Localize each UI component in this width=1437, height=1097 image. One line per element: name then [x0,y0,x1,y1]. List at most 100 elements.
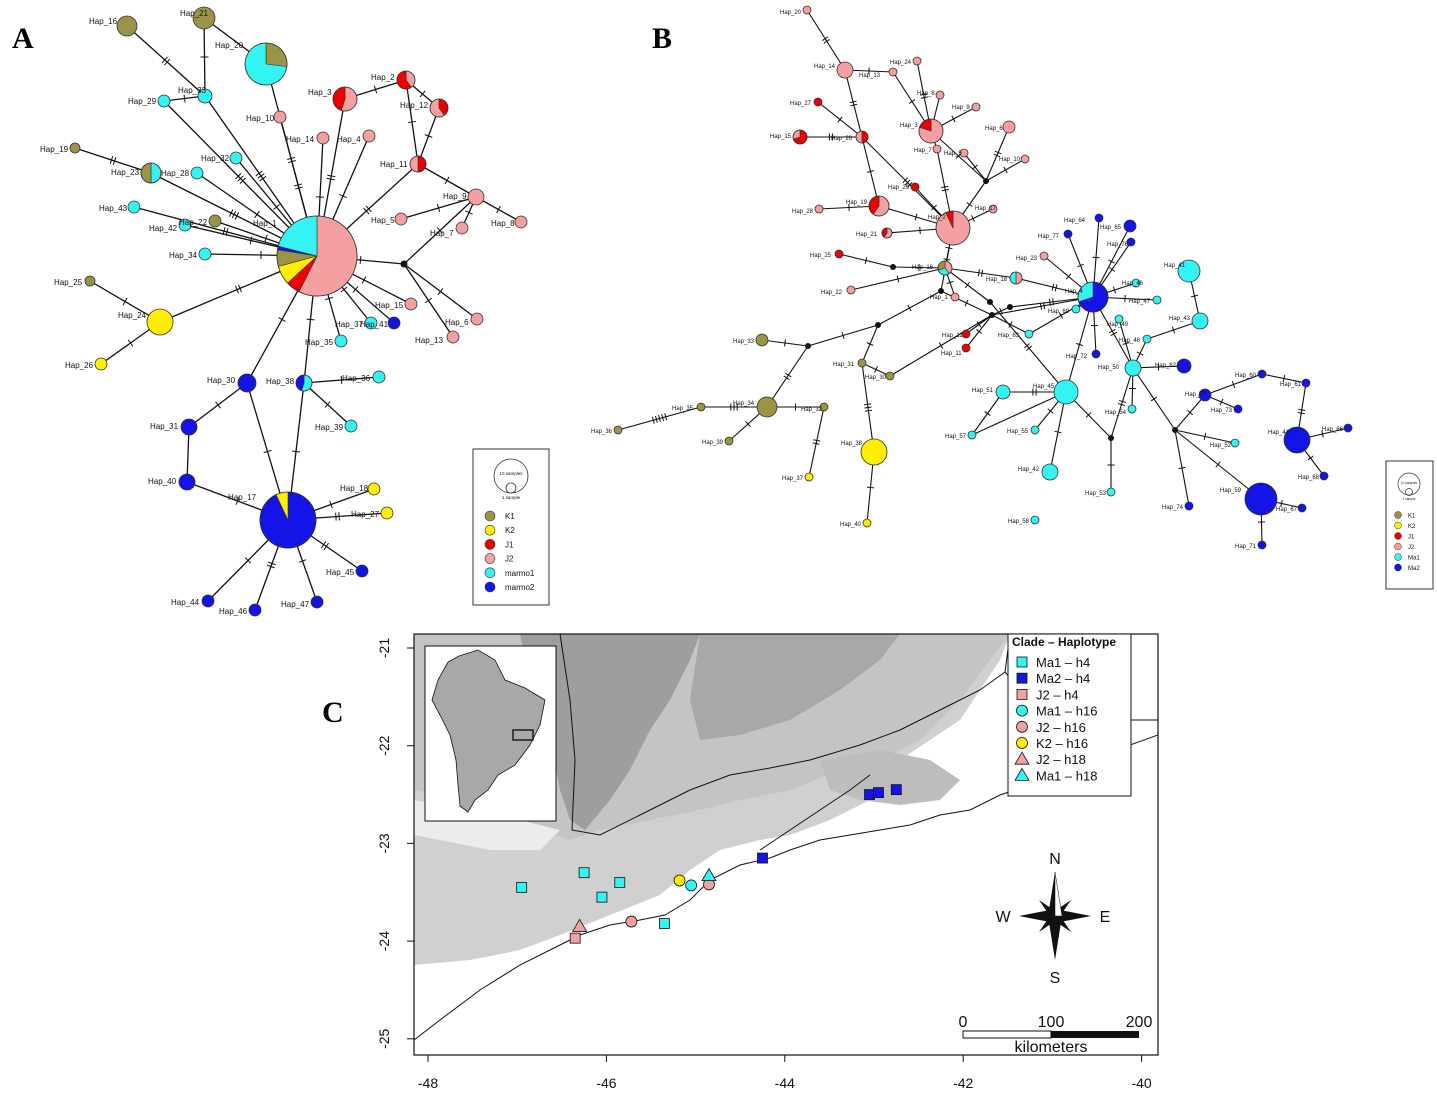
haplotype-node [804,472,814,482]
haplotype-node [409,155,427,173]
pie-outline [868,195,890,217]
mutation-tick [1058,312,1064,319]
pie-slice [1152,295,1162,305]
pie-slice [146,308,174,336]
scale-bar-white [962,1030,1052,1039]
haplotype-label: Hap_71 [1235,544,1257,550]
mutation-tick [841,332,845,339]
network-edge [971,391,1067,436]
haplotype-node [190,166,204,180]
pie-slice [178,218,192,232]
pie-slice [180,418,198,436]
pie-slice [197,88,213,104]
haplotype-label: Hap_1 [253,219,277,228]
haplotype-network-b: Hap_20 Hap_14 Hap_13 Hap_24 Hap_27 Hap_15 Hap_… [591,5,1353,550]
mutation-tick [1085,412,1092,418]
relief-peak-1 [520,634,700,830]
mutation-tick [1297,412,1305,415]
mutation-tick [1171,326,1176,334]
haplotype-node [1039,251,1049,261]
pie-slice [932,144,942,154]
haplotype-node [1244,482,1278,516]
relief-serra-mar [820,750,960,805]
mutation-tick [1321,430,1324,438]
map-legend-label: J2 – h4 [1036,687,1079,702]
haplotype-node [178,473,196,491]
mutation-tick [1219,398,1224,406]
haplotype-node [1024,329,1034,339]
haplotype-node [1124,359,1142,377]
mutation-tick [294,183,303,187]
legend-swatch [484,510,496,522]
network-edge [74,147,152,174]
mutation-tick [1298,408,1306,411]
haplotype-label: Hap_64 [1064,218,1086,224]
map-marker-square [614,877,626,888]
haplotype-node [229,151,243,165]
scale-bar-unit: kilometers [1015,1039,1088,1056]
pie-slice [1002,120,1016,134]
haplotype-node [885,371,895,381]
pie-slice [961,329,971,339]
haplotype-label: Hap_11 [941,351,962,357]
haplotype-node [814,204,824,214]
mutation-tick [906,181,913,188]
mutation-tick [864,403,872,406]
pie-slice [1030,515,1040,525]
haplotype-label: Hap_24 [890,60,912,66]
haplotype-label: Hap_36 [342,374,371,383]
mutation-tick [964,299,969,307]
mutation-tick [329,500,333,509]
pie-slice [201,594,215,608]
mutation-tick [237,175,244,182]
haplotype-label: Hap_20 [215,41,244,50]
haplotype-node [178,218,192,232]
mutation-tick [654,415,658,423]
map-marker-triangle [701,867,717,882]
haplotype-label: Hap_12 [400,101,429,110]
haplotype-node [1126,237,1136,247]
haplotype-label: Hap_38 [841,441,863,447]
haplotype-label: Hap_6 [445,318,469,327]
network-edge [844,69,863,138]
pie-slice [198,247,212,261]
mutation-tick [1108,259,1115,264]
pie-outline [937,260,953,276]
pie-slice [417,155,427,173]
haplotype-label: Hap_74 [1162,505,1184,511]
median-vector-node [983,178,989,184]
mutation-tick [496,205,501,214]
haplotype-label: Hap_23 [111,168,140,177]
haplotype-label: Hap_58 [1008,519,1030,525]
haplotype-node [1257,369,1267,379]
haplotype-label: Hap_46 [219,607,248,616]
haplotype-node [344,419,358,433]
pie-slice [814,204,824,214]
map-marker-square [569,932,581,944]
haplotype-label: Hap_10 [999,157,1021,163]
haplotype-label: Hap_19 [40,145,69,154]
mutation-tick [254,210,260,219]
haplotype-node [834,249,844,259]
mutation-tick [183,94,186,103]
haplotype-label: Hap_26 [65,361,94,370]
scale-bar-100: 100 [1038,1014,1065,1031]
legend-symbol-circle [1016,720,1028,733]
size-scale-small-label: 1 sample [1403,497,1416,501]
mutation-tick [267,564,275,569]
pie-slice [862,518,872,528]
legend-label: J1 [505,540,514,549]
haplotype-label: Hap_11 [380,160,408,169]
pie-slice [514,215,528,229]
haplotype-node [1283,426,1311,454]
network-edge [186,426,190,483]
mutation-tick [278,317,286,322]
network-a-labels: Hap_16 Hap_21 Hap_20 Hap_33 Hap_29 Hap_3 Hap_2… [40,9,515,616]
haplotype-label: Hap_23 [1016,256,1038,262]
haplotype-label: Hap_59 [1220,488,1242,494]
haplotype-node [1053,379,1079,405]
pie-slice [756,396,778,418]
pie-slice [157,94,171,108]
mutation-tick [993,153,1001,158]
mutation-tick [1110,331,1118,337]
